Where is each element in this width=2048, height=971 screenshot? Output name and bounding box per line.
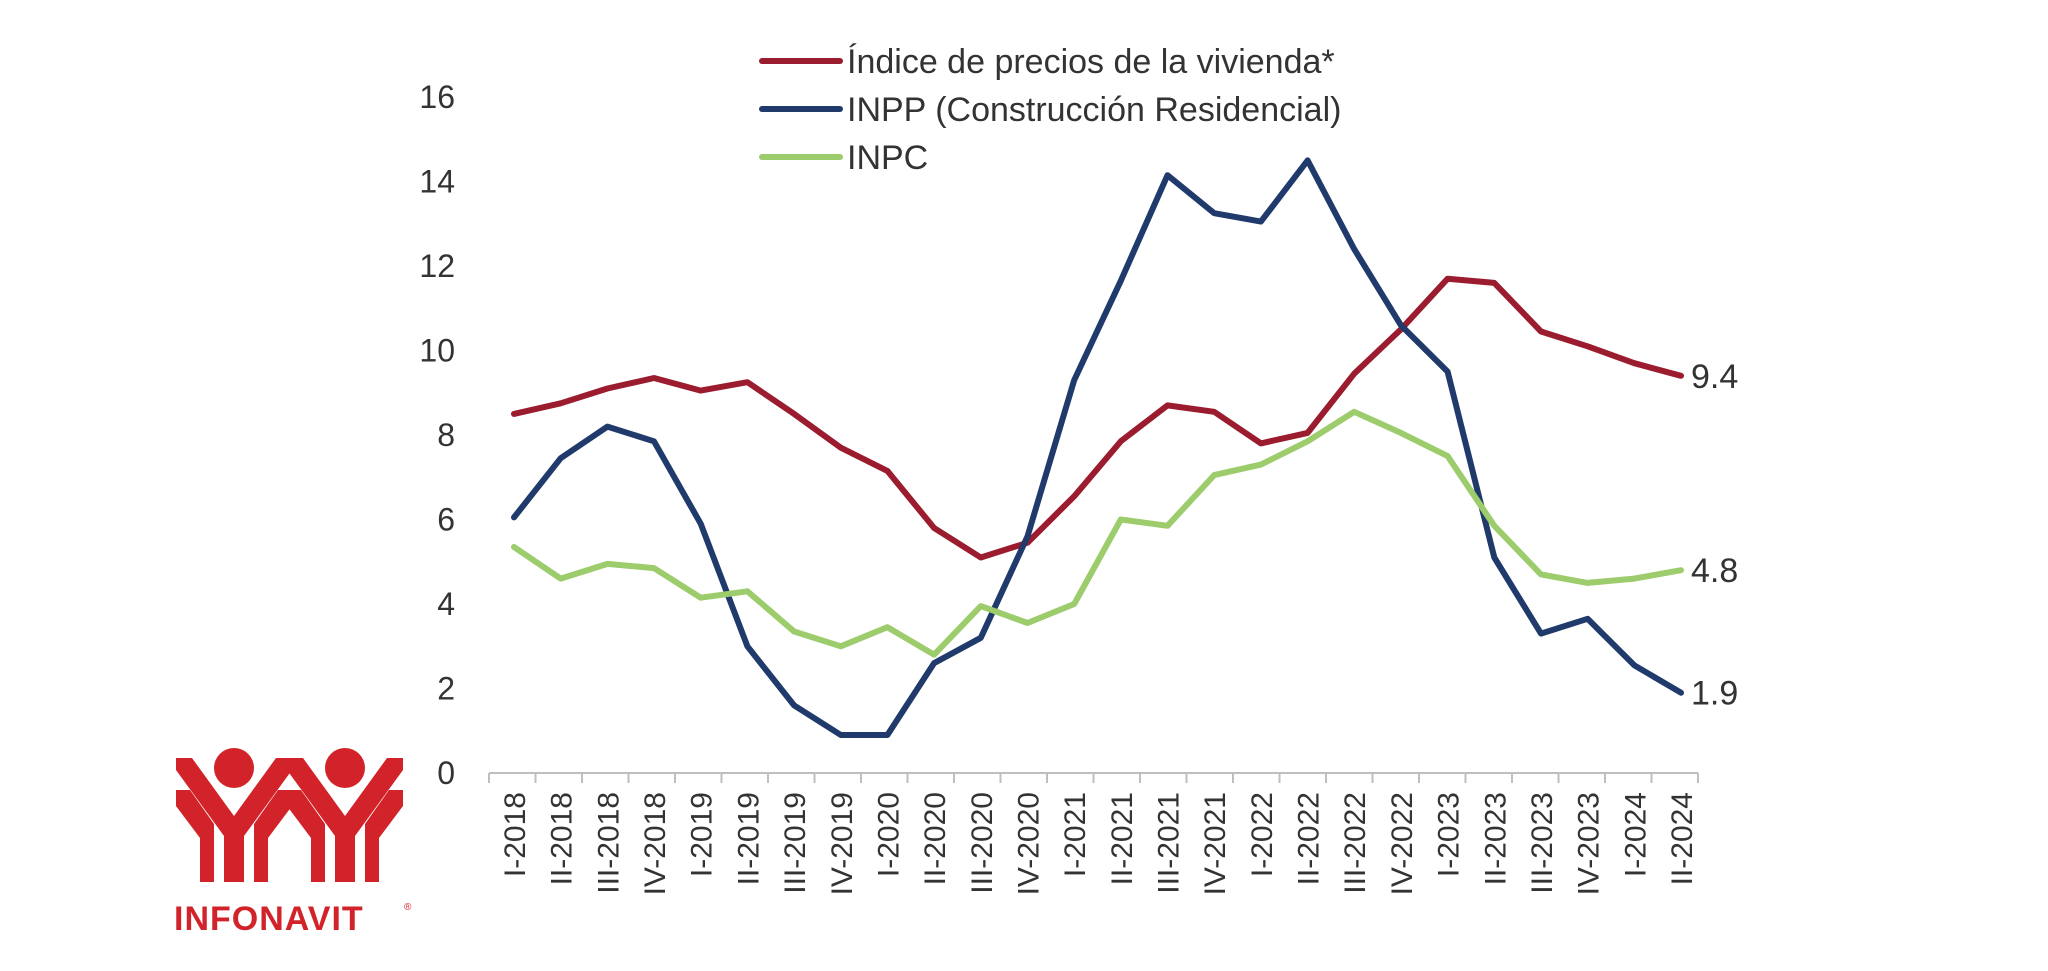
x-tick-label: III-2022 [1339,792,1372,894]
x-tick-label: III-2021 [1153,792,1186,894]
x-tick-label: II-2019 [732,792,765,885]
y-tick-label: 8 [437,417,455,453]
legend-label-inpp: INPP (Construcción Residencial) [847,91,1341,129]
x-tick-label: IV-2023 [1573,792,1606,895]
x-tick-label: IV-2021 [1199,792,1232,895]
x-tick-label: I-2020 [872,792,905,877]
y-tick-label: 4 [437,586,455,622]
x-tick-label: III-2023 [1526,792,1559,894]
x-tick-label: I-2019 [686,792,719,877]
x-tick-label: IV-2019 [826,792,859,895]
x-tick-label: II-2023 [1479,792,1512,885]
end-label-housing-price-index: 9.4 [1691,358,1738,396]
infonavit-wordmark: INFONAVIT [174,900,364,938]
x-tick-label: IV-2022 [1386,792,1419,895]
x-tick-label: III-2018 [592,792,625,894]
x-tick-label: II-2022 [1293,792,1326,885]
x-tick-label: IV-2020 [1012,792,1045,895]
y-axis: 0 2 4 6 8 10 12 14 16 [419,79,455,791]
y-tick-label: 6 [437,502,455,538]
y-tick-label: 16 [419,79,455,115]
legend: Índice de precios de la vivienda* INPP (… [759,43,1341,177]
x-axis: I-2018 II-2018 III-2018 IV-2018 I-2019 II-201… [488,772,1699,895]
series-line-inpp [511,157,1684,738]
legend-item-inpc: INPC [759,139,928,177]
end-labels: 9.4 1.9 4.8 [1691,358,1738,713]
y-tick-label: 12 [419,248,455,284]
y-tick-label: 10 [419,333,455,369]
series-line-housing-price-index [511,275,1684,561]
x-tick-label: II-2020 [919,792,952,885]
legend-label-housing-price-index: Índice de precios de la vivienda* [847,43,1335,81]
x-tick-label: I-2024 [1619,792,1652,877]
y-tick-label: 0 [437,755,455,791]
series-line-inpc [511,408,1684,658]
legend-item-inpp: INPP (Construcción Residencial) [759,91,1341,129]
series-lines [511,157,1684,738]
x-tick-label: I-2023 [1433,792,1466,877]
x-tick-label: IV-2018 [639,792,672,895]
legend-label-inpc: INPC [847,139,928,177]
x-tick-label: III-2020 [966,792,999,894]
x-tick-label: II-2024 [1666,792,1699,885]
x-tick-label: II-2018 [546,792,579,885]
infonavit-registered-mark: ® [404,902,412,913]
end-label-inpp: 1.9 [1691,675,1738,713]
x-tick-label: I-2022 [1246,792,1279,877]
x-tick-label: II-2021 [1106,792,1139,885]
infonavit-logo: INFONAVIT ® [174,748,412,938]
y-tick-label: 14 [419,164,455,200]
x-tick-label: III-2019 [779,792,812,894]
x-tick-label: I-2018 [499,792,532,877]
infonavit-emblem-icon [176,748,403,882]
x-tick-label: I-2021 [1059,792,1092,877]
legend-item-housing-price-index: Índice de precios de la vivienda* [759,43,1335,81]
end-label-inpc: 4.8 [1691,552,1738,590]
y-tick-label: 2 [437,671,455,707]
